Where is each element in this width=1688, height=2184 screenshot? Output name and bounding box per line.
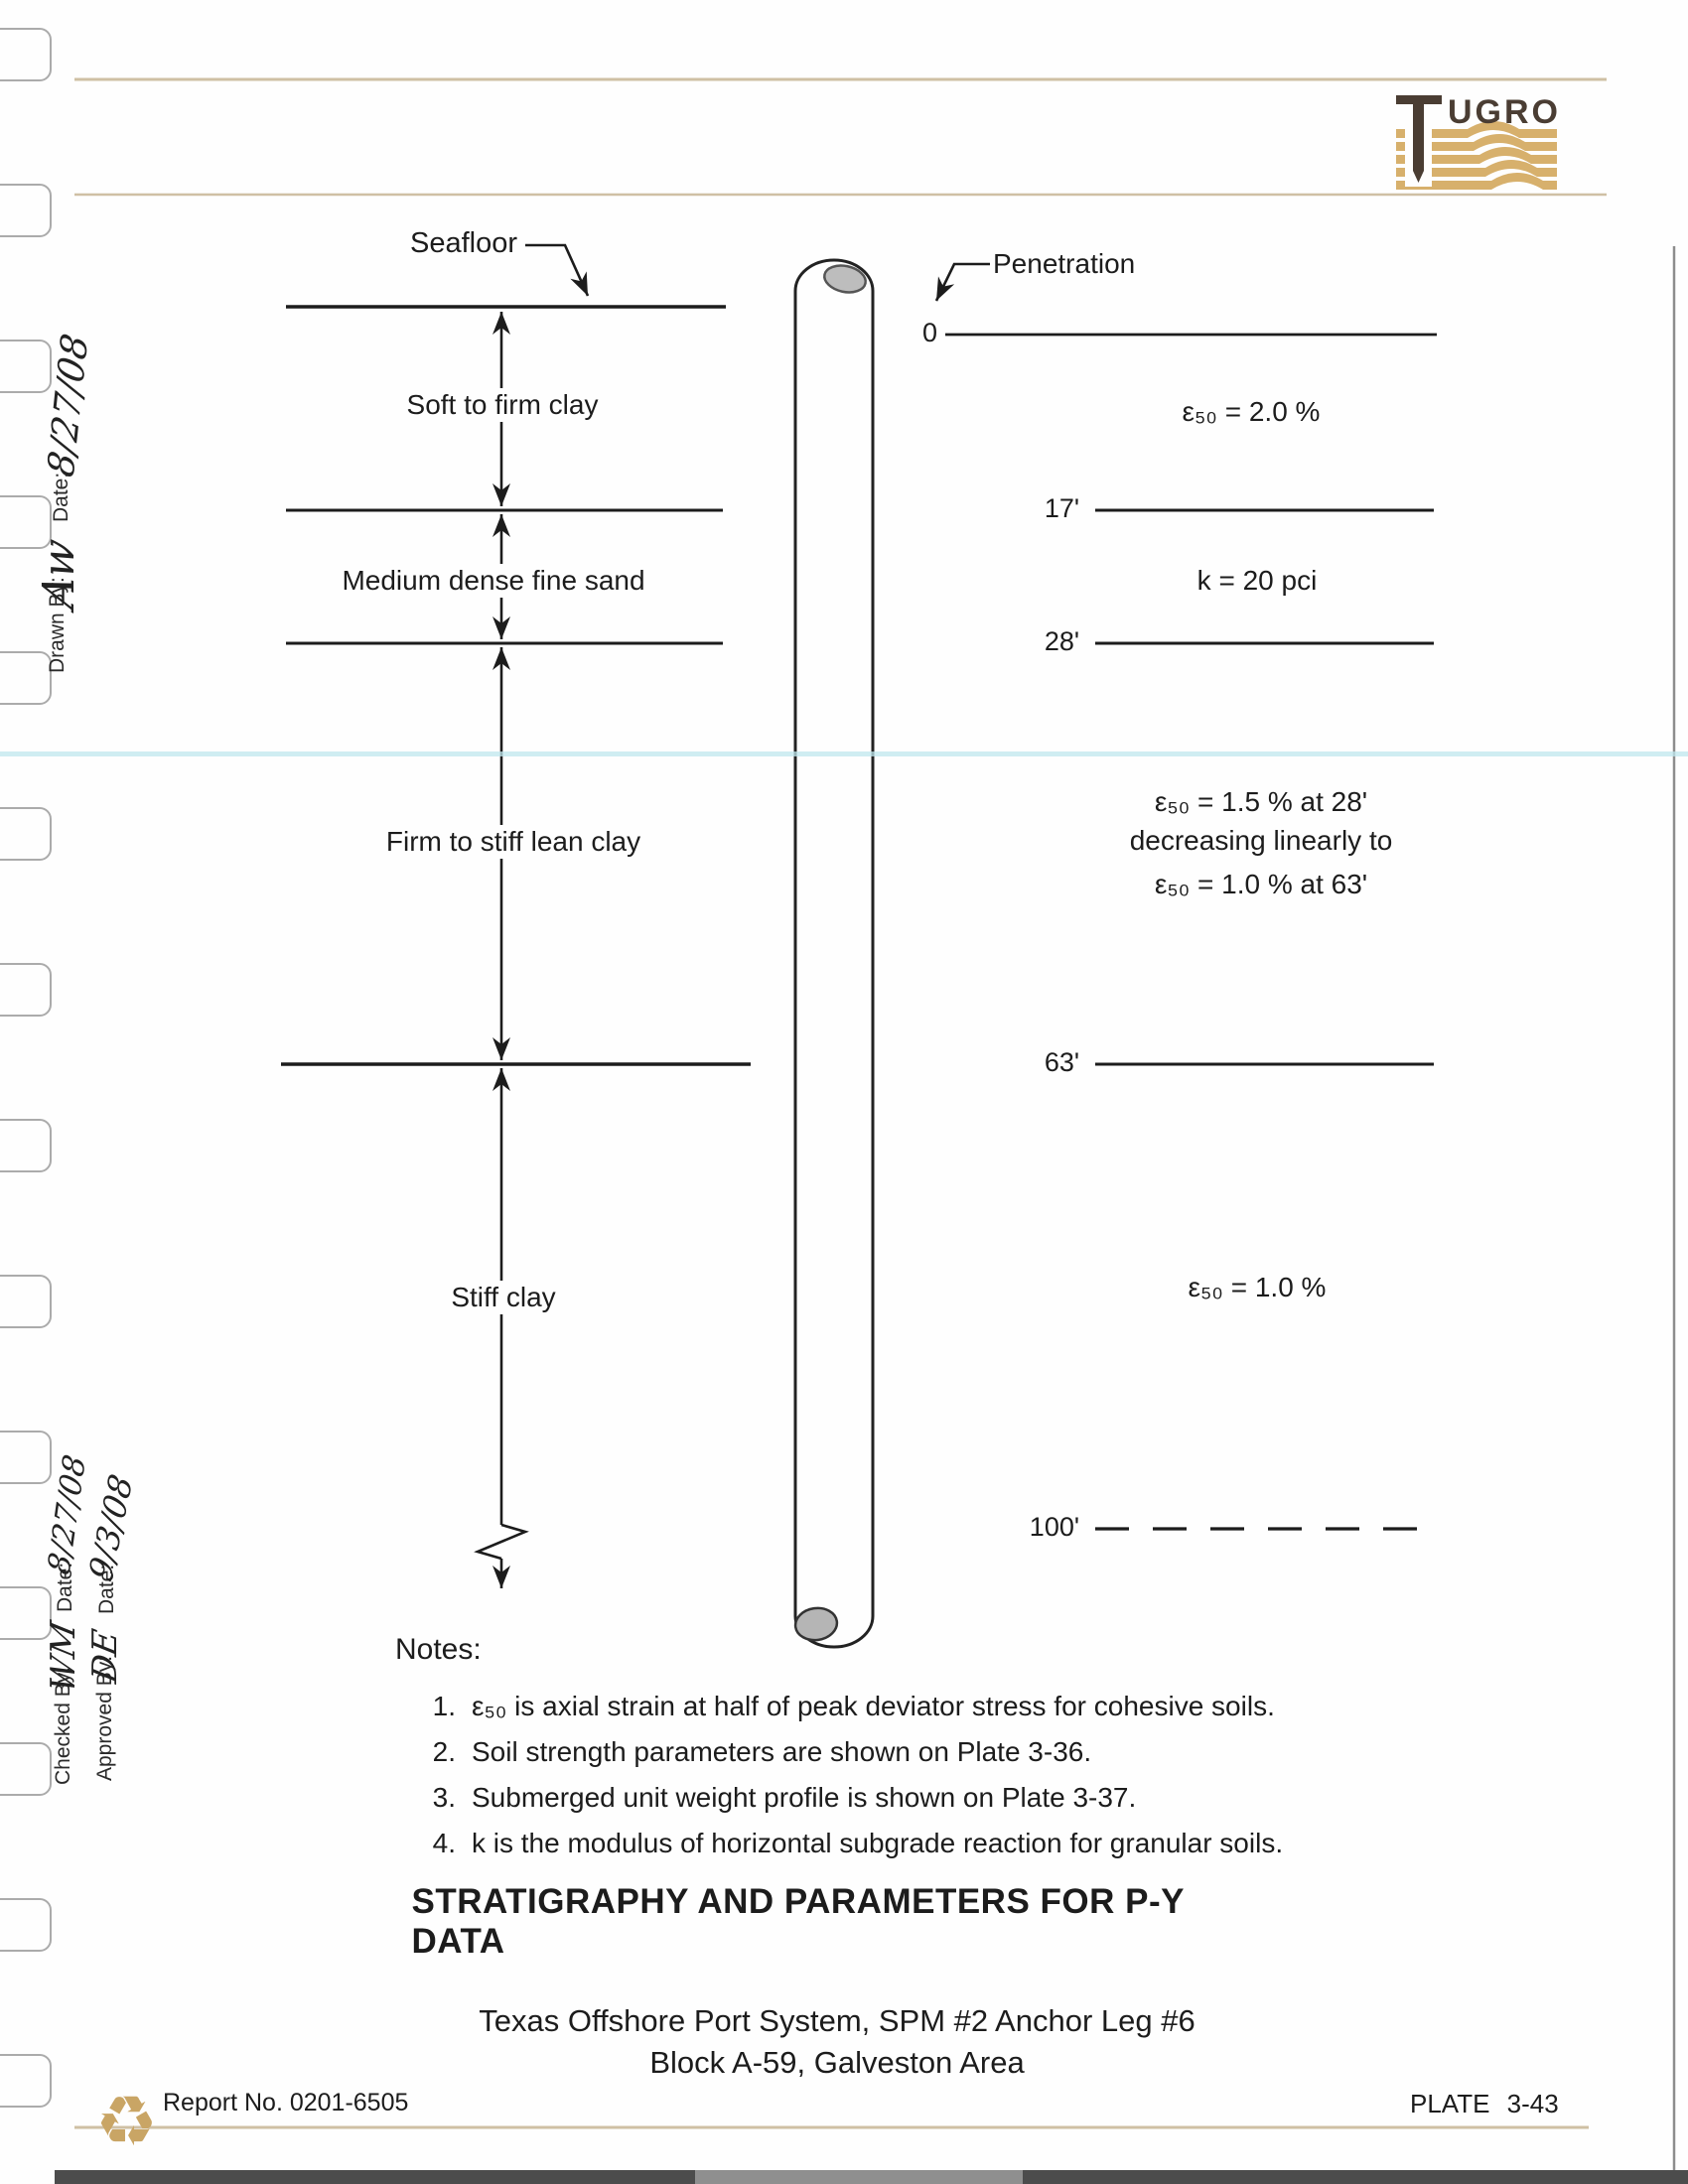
binding-hole xyxy=(0,184,52,237)
note-item-3: 3. Submerged unit weight profile is show… xyxy=(424,1782,1137,1814)
pile-bottom-cap xyxy=(793,1606,839,1642)
binding-hole xyxy=(0,807,52,861)
penetration-label: Penetration xyxy=(993,248,1136,279)
binding-hole xyxy=(0,651,52,705)
depth-label-17: 17' xyxy=(1044,493,1079,523)
scan-edge-bottom-light xyxy=(695,2170,1023,2184)
project-subtitle-line1: Texas Offshore Port System, SPM #2 Ancho… xyxy=(479,2003,1196,2038)
recycle-icon: ♻ xyxy=(95,2083,158,2160)
binding-hole xyxy=(0,28,52,81)
binding-hole xyxy=(0,963,52,1017)
seafloor-label: Seafloor xyxy=(410,227,518,259)
depth-label-63: 63' xyxy=(1044,1047,1079,1077)
binding-hole xyxy=(0,1431,52,1484)
param-layer1-e50: ε₅₀ = 2.0 % xyxy=(1182,396,1321,427)
layer-label-stiff-clay: Stiff clay xyxy=(441,1281,566,1314)
layer-label-firm-to-stiff-lean-clay: Firm to stiff lean clay xyxy=(375,825,651,859)
binding-hole xyxy=(0,1742,52,1796)
checked-by-signature: WM xyxy=(44,1618,83,1697)
break-symbol xyxy=(474,1523,529,1561)
anchor-pile xyxy=(793,258,875,1649)
pile-top-cap xyxy=(823,264,867,294)
penetration-leader-arrow xyxy=(934,262,990,302)
binding-hole xyxy=(0,1586,52,1640)
plate-number: PLATE 3-43 xyxy=(1410,2089,1559,2118)
note-item-4: 4. k is the modulus of horizontal subgra… xyxy=(424,1828,1283,1859)
penetration-depth-lines xyxy=(945,333,1437,1531)
pile-body xyxy=(793,258,875,1649)
binding-hole xyxy=(0,1898,52,1952)
note-item-1: 1. ε₅₀ is axial strain at half of peak d… xyxy=(424,1691,1275,1722)
binding-hole xyxy=(0,1119,52,1172)
param-layer3-line1: ε₅₀ = 1.5 % at 28' xyxy=(1154,786,1368,817)
param-layer3-line3: ε₅₀ = 1.0 % at 63' xyxy=(1154,869,1368,899)
param-layer4-e50: ε₅₀ = 1.0 % xyxy=(1188,1272,1327,1302)
drawn-by-signature: Aw xyxy=(34,534,84,613)
layer-boundary-lines xyxy=(281,305,751,1066)
report-number: Report No. 0201-6505 xyxy=(163,2089,409,2116)
binding-hole xyxy=(0,340,52,393)
approved-by-signature: DE xyxy=(85,1625,125,1687)
note-number: 2. xyxy=(432,1736,456,1767)
note-text: Submerged unit weight profile is shown o… xyxy=(472,1782,1137,1813)
note-number: 3. xyxy=(432,1782,456,1813)
scan-artifact-line xyxy=(0,751,1688,756)
note-number: 1. xyxy=(432,1691,456,1721)
notes-heading: Notes: xyxy=(395,1633,482,1666)
param-layer3-line2: decreasing linearly to xyxy=(1129,825,1393,856)
depth-label-100: 100' xyxy=(1029,1512,1079,1542)
layer-label-soft-to-firm-clay: Soft to firm clay xyxy=(396,388,609,422)
param-layer2-k: k = 20 pci xyxy=(1196,565,1318,596)
layer-dimension-arrows xyxy=(474,312,529,1588)
layer-label-medium-dense-fine-sand: Medium dense fine sand xyxy=(332,564,655,598)
drawn-date-label: Date: xyxy=(50,472,72,522)
logo-wordmark: UGRO xyxy=(1448,93,1561,131)
note-text: k is the modulus of horizontal subgrade … xyxy=(472,1828,1284,1858)
fugro-logo: UGRO xyxy=(1396,93,1561,190)
note-item-2: 2. Soil strength parameters are shown on… xyxy=(424,1736,1091,1768)
plate-title: STRATIGRAPHY AND PARAMETERS FOR P-Y DATA xyxy=(411,1882,1185,1961)
binding-hole xyxy=(0,495,52,549)
logo-soil-stripes xyxy=(1396,121,1557,190)
binding-hole xyxy=(0,1275,52,1328)
note-text: ε₅₀ is axial strain at half of peak devi… xyxy=(472,1691,1275,1721)
note-text: Soil strength parameters are shown on Pl… xyxy=(472,1736,1092,1767)
logo-pile-glyph xyxy=(1396,95,1442,183)
depth-label-28: 28' xyxy=(1044,626,1079,656)
depth-label-0: 0 xyxy=(921,318,937,347)
project-subtitle-line2: Block A-59, Galveston Area xyxy=(649,2045,1025,2080)
note-number: 4. xyxy=(432,1828,456,1858)
seafloor-leader-arrow xyxy=(525,243,590,297)
binding-hole xyxy=(0,2054,52,2108)
